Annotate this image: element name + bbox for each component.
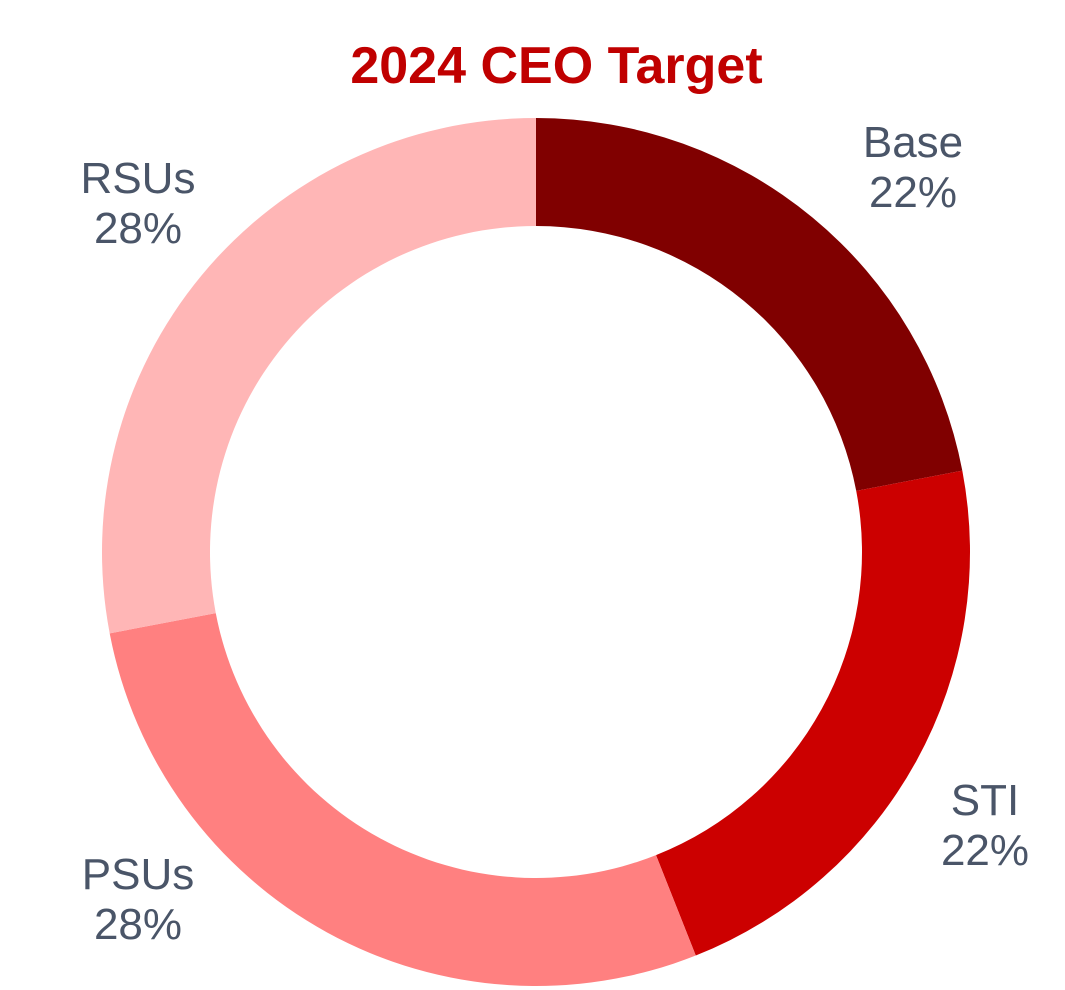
slice-label-psus-value: 28% xyxy=(93,900,183,949)
slice-label-rsus: RSUs 28% xyxy=(38,154,238,254)
slice-label-base-value: 22% xyxy=(868,168,958,217)
slice-label-psus: PSUs 28% xyxy=(38,850,238,950)
slice-label-sti: STI 22% xyxy=(885,776,1065,876)
slice-label-sti-name: STI xyxy=(950,776,1020,825)
donut-slice-sti xyxy=(656,470,971,956)
slice-label-sti-value: 22% xyxy=(940,826,1030,875)
slice-label-psus-name: PSUs xyxy=(81,850,195,899)
slice-label-base-name: Base xyxy=(862,118,964,167)
slice-label-rsus-value: 28% xyxy=(93,204,183,253)
chart-title: 2024 CEO Target xyxy=(350,37,763,95)
donut-slice-psus xyxy=(109,613,696,987)
donut-slice-rsus xyxy=(101,118,537,634)
slice-label-rsus-name: RSUs xyxy=(80,154,196,203)
donut-slice-base xyxy=(536,118,963,491)
slice-label-base: Base 22% xyxy=(813,118,1013,218)
